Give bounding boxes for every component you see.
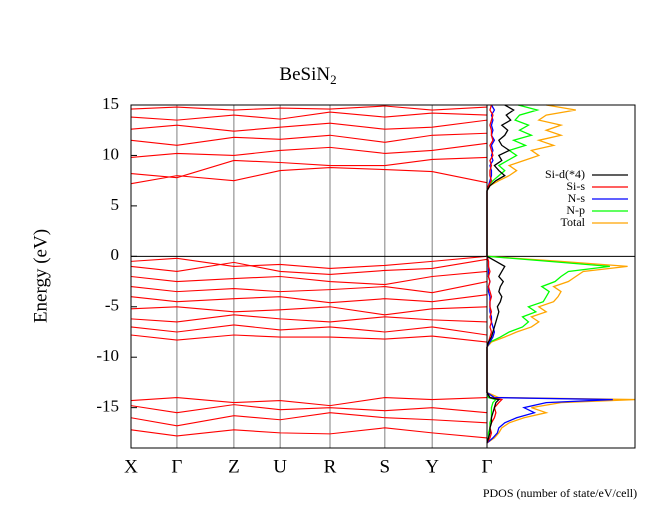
- title-main: BeSiN: [279, 64, 330, 85]
- y-tick-label: -10: [96, 346, 119, 365]
- band-line: [130, 111, 488, 121]
- band-line: [130, 255, 488, 269]
- pdos-line: [486, 104, 613, 444]
- band-line: [130, 306, 488, 316]
- x-tick-label: Y: [425, 456, 439, 477]
- y-tick-label: -15: [96, 397, 119, 416]
- legend-label: N-s: [568, 191, 586, 205]
- band-line: [130, 156, 488, 179]
- legend-label: Total: [561, 215, 586, 229]
- band-line: [130, 119, 488, 132]
- x-tick-label: U: [273, 456, 287, 477]
- y-tick-label: 0: [111, 245, 120, 264]
- band-line: [130, 427, 488, 439]
- band-line: [130, 294, 488, 304]
- pdos-line: [486, 104, 504, 444]
- band-line: [130, 166, 488, 185]
- band-line: [130, 314, 488, 323]
- band-line: [130, 397, 488, 407]
- x-tick-label: X: [124, 456, 138, 477]
- title-subscript: 2: [330, 72, 337, 87]
- pdos-line: [486, 104, 610, 444]
- y-axis-label: Energy (eV): [30, 229, 51, 323]
- band-line: [130, 324, 488, 336]
- band-line: [130, 142, 488, 159]
- pdos-line: [486, 104, 515, 444]
- x-tick-label: Γ: [171, 456, 182, 477]
- pdos-line: [486, 104, 636, 444]
- legend-label: Si-s: [566, 179, 585, 193]
- x-axis-label: PDOS (number of state/eV/cell): [483, 486, 637, 500]
- y-tick-label: 10: [102, 144, 119, 163]
- x-tick-label: Γ: [482, 456, 493, 477]
- band-line: [130, 270, 488, 286]
- x-tick-label: R: [324, 456, 337, 477]
- y-tick-label: 15: [102, 94, 119, 113]
- x-tick-label: S: [380, 456, 391, 477]
- band-line: [130, 412, 488, 427]
- band-line: [130, 258, 488, 276]
- legend-label: N-p: [566, 203, 585, 217]
- legend-label: Si-d(*4): [545, 167, 585, 181]
- band-line: [130, 132, 488, 146]
- band-line: [130, 404, 488, 414]
- plot-frame: [130, 104, 636, 449]
- y-tick-label: -5: [105, 296, 119, 315]
- band-line: [130, 281, 488, 294]
- band-line: [130, 105, 488, 111]
- chart-title: BeSiN2: [279, 64, 336, 87]
- band-line: [130, 334, 488, 343]
- y-tick-label: 5: [111, 195, 120, 214]
- x-tick-label: Z: [228, 456, 240, 477]
